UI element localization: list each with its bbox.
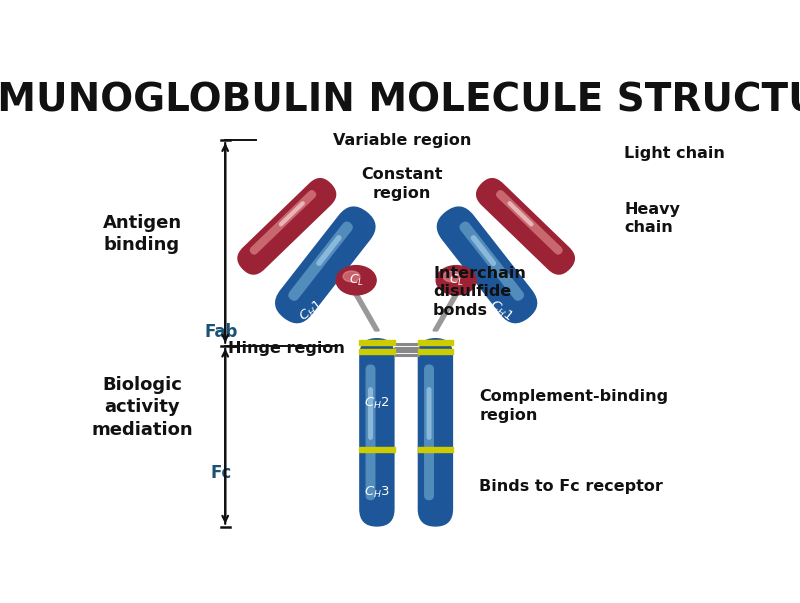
FancyBboxPatch shape xyxy=(476,178,575,275)
Text: Light chain: Light chain xyxy=(624,146,725,161)
FancyBboxPatch shape xyxy=(288,221,353,301)
Text: $C_L$: $C_L$ xyxy=(449,273,464,288)
Text: Biologic
activity
mediation: Biologic activity mediation xyxy=(91,376,193,438)
FancyBboxPatch shape xyxy=(418,338,453,526)
FancyBboxPatch shape xyxy=(424,364,434,500)
Ellipse shape xyxy=(336,266,376,295)
Bar xyxy=(418,447,453,452)
Bar xyxy=(359,447,394,452)
FancyBboxPatch shape xyxy=(316,235,342,266)
FancyBboxPatch shape xyxy=(359,338,394,526)
FancyBboxPatch shape xyxy=(368,387,373,440)
FancyBboxPatch shape xyxy=(278,201,305,227)
Text: Antigen
binding: Antigen binding xyxy=(102,214,182,254)
Text: $C_H2$: $C_H2$ xyxy=(364,396,390,411)
FancyBboxPatch shape xyxy=(366,364,375,500)
FancyBboxPatch shape xyxy=(507,201,534,227)
Text: $C_H3$: $C_H3$ xyxy=(364,484,390,499)
Text: Variable region: Variable region xyxy=(333,133,471,148)
Text: $C_H1$: $C_H1$ xyxy=(297,297,326,325)
FancyBboxPatch shape xyxy=(238,178,336,275)
Text: Heavy
chain: Heavy chain xyxy=(624,202,680,235)
Ellipse shape xyxy=(443,271,460,282)
Text: Interchain
disulfide
bonds: Interchain disulfide bonds xyxy=(433,266,526,318)
Text: Fab: Fab xyxy=(205,323,238,341)
Text: $C_L$: $C_L$ xyxy=(349,273,364,288)
Text: $C_H1$: $C_H1$ xyxy=(486,297,516,325)
Ellipse shape xyxy=(436,266,476,295)
Text: IMMUNOGLOBULIN MOLECULE STRUCTURE: IMMUNOGLOBULIN MOLECULE STRUCTURE xyxy=(0,81,800,119)
Text: Fc: Fc xyxy=(210,464,232,482)
Text: Hinge region: Hinge region xyxy=(228,341,345,356)
Bar xyxy=(359,339,394,345)
Ellipse shape xyxy=(343,271,360,282)
Text: Complement-binding
region: Complement-binding region xyxy=(479,389,669,423)
Text: Binds to Fc receptor: Binds to Fc receptor xyxy=(479,479,663,494)
FancyBboxPatch shape xyxy=(250,190,316,254)
FancyBboxPatch shape xyxy=(426,387,431,440)
FancyBboxPatch shape xyxy=(470,235,496,266)
Bar xyxy=(418,339,453,345)
FancyBboxPatch shape xyxy=(437,206,538,323)
Bar xyxy=(418,349,453,354)
FancyBboxPatch shape xyxy=(275,206,376,323)
FancyBboxPatch shape xyxy=(459,221,524,301)
Text: Constant
region: Constant region xyxy=(362,167,443,201)
Bar xyxy=(359,349,394,354)
FancyBboxPatch shape xyxy=(496,190,562,254)
